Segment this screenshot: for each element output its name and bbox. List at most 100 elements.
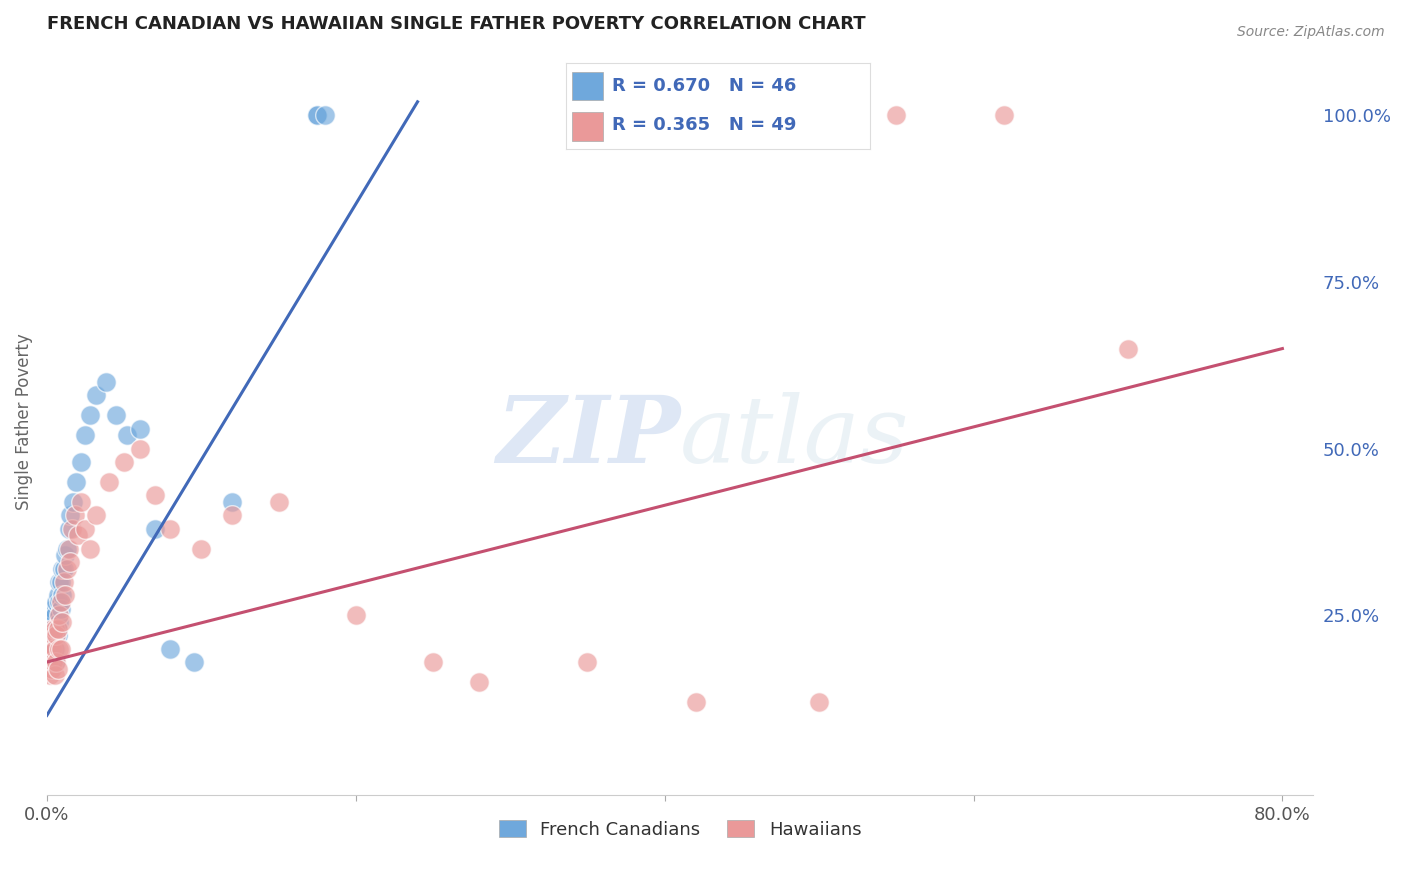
Point: [44, 668, 66, 682]
Text: FRENCH CANADIAN VS HAWAIIAN SINGLE FATHER POVERTY CORRELATION CHART: FRENCH CANADIAN VS HAWAIIAN SINGLE FATHE…: [46, 15, 866, 33]
Point: [576, 655, 599, 669]
Point: [59, 508, 82, 523]
Point: [41, 622, 63, 636]
Point: [48, 641, 70, 656]
Point: [60, 522, 83, 536]
Text: ZIP: ZIP: [496, 392, 681, 482]
Point: [42, 601, 65, 615]
Point: [41, 622, 63, 636]
Point: [94, 375, 117, 389]
Point: [37, 628, 59, 642]
Point: [307, 108, 329, 122]
Point: [344, 608, 367, 623]
Point: [105, 409, 128, 423]
Point: [128, 442, 150, 456]
Point: [41, 608, 63, 623]
Point: [49, 574, 72, 589]
Point: [62, 495, 84, 509]
Point: [58, 522, 80, 536]
Text: atlas: atlas: [681, 392, 910, 482]
Point: [45, 641, 67, 656]
Point: [44, 622, 66, 636]
Point: [159, 641, 181, 656]
Point: [63, 508, 86, 523]
Point: [49, 641, 72, 656]
Point: [993, 108, 1015, 122]
Point: [75, 428, 97, 442]
Point: [128, 421, 150, 435]
Point: [59, 555, 82, 569]
Point: [49, 595, 72, 609]
Point: [41, 641, 63, 656]
Point: [112, 455, 135, 469]
Point: [52, 574, 75, 589]
Point: [46, 622, 69, 636]
Point: [58, 541, 80, 556]
Point: [44, 641, 66, 656]
Point: [808, 695, 831, 709]
Point: [190, 541, 212, 556]
Legend: French Canadians, Hawaiians: French Canadians, Hawaiians: [492, 813, 869, 847]
Point: [84, 508, 107, 523]
Point: [41, 662, 63, 676]
Point: [46, 628, 69, 642]
Point: [44, 628, 66, 642]
Point: [42, 628, 65, 642]
Point: [97, 475, 120, 489]
Point: [55, 549, 77, 563]
Point: [41, 641, 63, 656]
Point: [79, 409, 101, 423]
Point: [267, 495, 290, 509]
Point: [884, 108, 907, 122]
Point: [221, 495, 243, 509]
Point: [49, 601, 72, 615]
Point: [44, 608, 66, 623]
Point: [75, 522, 97, 536]
Point: [42, 655, 65, 669]
Point: [42, 641, 65, 656]
Point: [183, 655, 205, 669]
Point: [48, 574, 70, 589]
Point: [307, 108, 329, 122]
Point: [48, 595, 70, 609]
Point: [46, 662, 69, 676]
Point: [66, 528, 89, 542]
Point: [159, 522, 181, 536]
Point: [46, 588, 69, 602]
Point: [45, 595, 67, 609]
Point: [221, 508, 243, 523]
Point: [52, 561, 75, 575]
Point: [39, 641, 62, 656]
Point: [37, 655, 59, 669]
Point: [51, 561, 73, 575]
Point: [42, 628, 65, 642]
Point: [314, 108, 336, 122]
Point: [84, 388, 107, 402]
Point: [143, 522, 166, 536]
Point: [44, 655, 66, 669]
Point: [422, 655, 444, 669]
Point: [39, 668, 62, 682]
Point: [51, 588, 73, 602]
Point: [1116, 342, 1139, 356]
Point: [51, 615, 73, 629]
Point: [685, 695, 707, 709]
Point: [39, 615, 62, 629]
Point: [79, 541, 101, 556]
Point: [70, 495, 93, 509]
Point: [45, 628, 67, 642]
Point: [45, 622, 67, 636]
Point: [115, 428, 138, 442]
Point: [468, 675, 491, 690]
Point: [56, 541, 79, 556]
Point: [39, 641, 62, 656]
Y-axis label: Single Father Poverty: Single Father Poverty: [15, 334, 32, 510]
Point: [55, 588, 77, 602]
Point: [45, 655, 67, 669]
Point: [48, 615, 70, 629]
Point: [143, 488, 166, 502]
Point: [56, 561, 79, 575]
Point: [48, 608, 70, 623]
Point: [70, 455, 93, 469]
Text: Source: ZipAtlas.com: Source: ZipAtlas.com: [1237, 25, 1385, 39]
